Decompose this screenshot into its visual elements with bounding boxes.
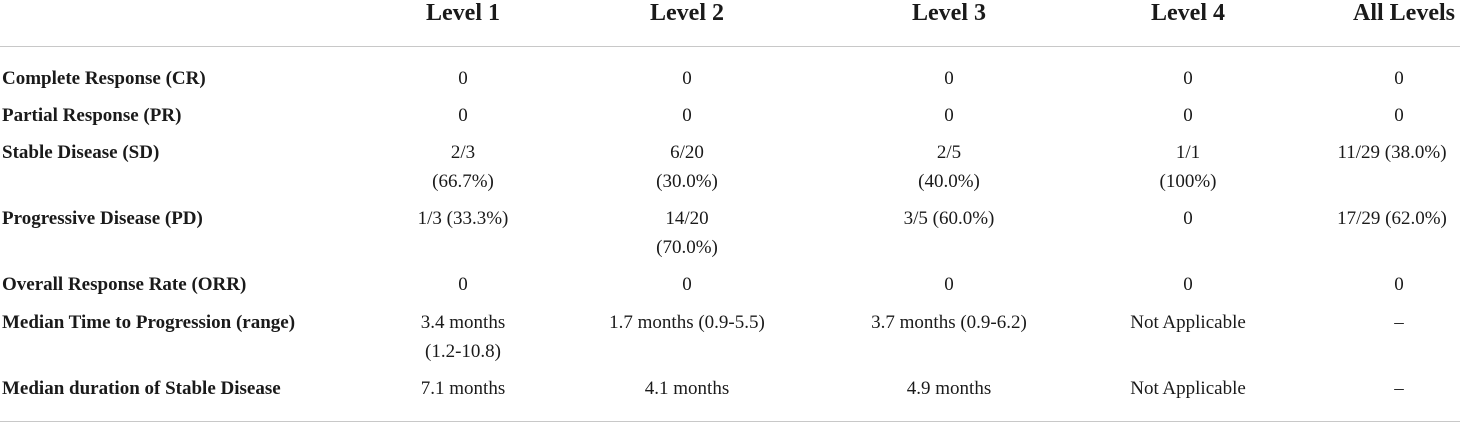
table-cell: 17/29 (62.0%) [1292,204,1460,233]
row-label: Partial Response (PR) [2,101,181,130]
table-cell: – [1299,374,1460,403]
table-cell: 0 [1088,101,1288,130]
table-cell: 0 [849,270,1049,299]
table-cell: 0 [1088,270,1288,299]
column-header-level-3: Level 3 [849,0,1049,26]
row-label: Median duration of Stable Disease [2,374,281,403]
table-cell: 0 [849,101,1049,130]
table-cell: 11/29 (38.0%) [1292,138,1460,167]
column-header-level-4: Level 4 [1088,0,1288,26]
table-cell: 1.7 months (0.9-5.5) [587,308,787,337]
table-cell: 0 [363,101,563,130]
table-cell: 0 [1088,64,1288,93]
table-cell: 1/3 (33.3%) [363,204,563,233]
table-cell: 2/5 (40.0%) [849,138,1049,196]
table-cell: 0 [1088,204,1288,233]
table-cell: 0 [1299,101,1460,130]
row-label: Complete Response (CR) [2,64,206,93]
column-header-level-1: Level 1 [363,0,563,26]
table-cell: Not Applicable [1088,308,1288,337]
table-cell: 4.9 months [849,374,1049,403]
table-header-row: Level 1 Level 2 Level 3 Level 4 All Leve… [0,0,1460,46]
column-header-all-levels: All Levels [1304,0,1460,26]
column-header-level-2: Level 2 [587,0,787,26]
table-cell: 0 [587,101,787,130]
table-cell: 4.1 months [587,374,787,403]
row-label: Median Time to Progression (range) [2,308,295,337]
table-cell: 14/20 (70.0%) [587,204,787,262]
table-cell: 6/20 (30.0%) [587,138,787,196]
row-label: Overall Response Rate (ORR) [2,270,246,299]
table-cell: 0 [1299,64,1460,93]
table-cell: 2/3 (66.7%) [363,138,563,196]
table-cell: 3.4 months (1.2-10.8) [363,308,563,366]
table-cell: – [1299,308,1460,337]
row-label: Progressive Disease (PD) [2,204,203,233]
table-cell: 0 [1299,270,1460,299]
header-divider [0,46,1460,47]
table-cell: 3.7 months (0.9-6.2) [849,308,1049,337]
table-cell: 0 [587,270,787,299]
row-label: Stable Disease (SD) [2,138,159,167]
table-cell: Not Applicable [1088,374,1288,403]
table-bottom-rule [0,421,1460,422]
table-cell: 0 [363,64,563,93]
table-cell: 0 [849,64,1049,93]
table-cell: 3/5 (60.0%) [849,204,1049,233]
table-cell: 0 [363,270,563,299]
table-cell: 1/1 (100%) [1088,138,1288,196]
table-cell: 0 [587,64,787,93]
table-cell: 7.1 months [363,374,563,403]
